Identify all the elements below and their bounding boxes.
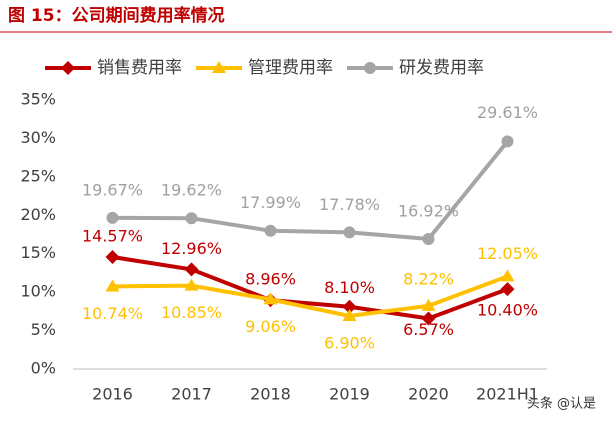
x-tick-label: 2018	[250, 385, 291, 404]
marker	[184, 278, 199, 291]
watermark: 头条 @认是	[527, 396, 596, 412]
legend-label: 研发费用率	[399, 58, 484, 78]
data-label: 12.05%	[477, 244, 538, 263]
marker	[264, 224, 277, 237]
y-tick-label: 15%	[20, 243, 56, 262]
data-label: 17.99%	[240, 193, 301, 212]
marker	[421, 311, 436, 326]
data-label: 19.67%	[82, 180, 143, 199]
marker	[422, 232, 435, 245]
y-tick-label: 25%	[20, 166, 56, 185]
marker	[501, 135, 514, 148]
series-line	[112, 274, 509, 318]
x-tick-label: 2019	[329, 385, 370, 404]
x-tick-label: 2020	[408, 385, 449, 404]
data-label: 8.10%	[324, 278, 375, 297]
x-tick-label: 2021H1	[476, 385, 539, 404]
data-label: 8.22%	[403, 269, 454, 288]
data-label: 16.92%	[398, 201, 459, 220]
x-tick-label: 2017	[171, 385, 212, 404]
data-label: 10.85%	[161, 303, 222, 322]
y-tick-label: 10%	[20, 282, 56, 301]
data-label: 12.96%	[161, 239, 222, 258]
marker	[106, 211, 119, 224]
marker	[364, 62, 376, 74]
y-tick-label: 5%	[31, 320, 56, 339]
marker	[105, 279, 120, 292]
marker	[421, 298, 436, 311]
series-line	[112, 140, 510, 242]
data-label: 29.61%	[477, 103, 538, 122]
data-label: 6.57%	[403, 320, 454, 339]
series-line	[112, 255, 509, 321]
marker	[61, 61, 75, 75]
legend-label: 管理费用率	[248, 58, 333, 78]
chart-title: 图 15：公司期间费用率情况	[8, 5, 225, 26]
y-tick-label: 20%	[20, 205, 56, 224]
marker	[500, 269, 515, 282]
marker	[212, 61, 226, 73]
data-label: 19.62%	[161, 181, 222, 200]
marker	[185, 212, 198, 225]
y-tick-label: 0%	[31, 359, 56, 378]
marker	[105, 250, 120, 265]
marker	[184, 262, 199, 277]
y-tick-label: 35%	[20, 90, 56, 109]
marker	[263, 292, 278, 305]
data-label: 17.78%	[319, 195, 380, 214]
marker	[342, 299, 357, 314]
legend-label: 销售费用率	[97, 58, 182, 78]
data-label: 10.40%	[477, 301, 538, 320]
data-label: 9.06%	[245, 317, 296, 336]
marker	[342, 308, 357, 321]
data-label: 14.57%	[82, 227, 143, 246]
data-label: 6.90%	[324, 333, 375, 352]
y-tick-label: 30%	[20, 128, 56, 147]
marker	[500, 282, 515, 297]
x-tick-label: 2016	[92, 385, 133, 404]
data-label: 8.96%	[245, 270, 296, 289]
marker	[343, 226, 356, 239]
data-label: 10.74%	[82, 304, 143, 323]
